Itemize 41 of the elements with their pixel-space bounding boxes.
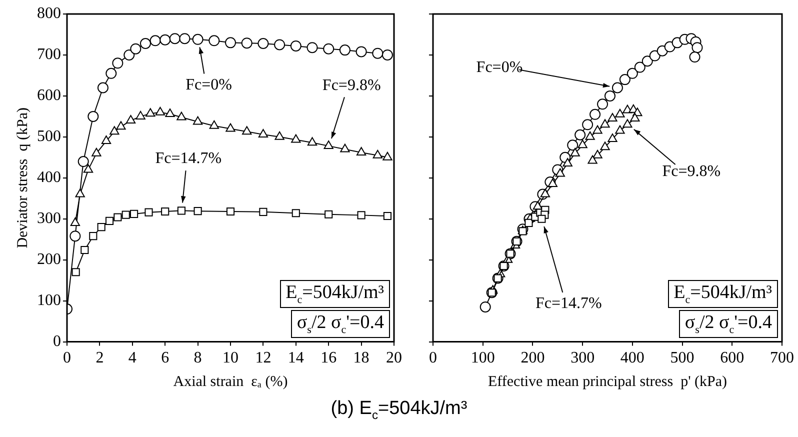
x-tick-label: 12 — [255, 350, 272, 367]
y-tick-label: 300 — [37, 210, 61, 228]
x-axis-title: Axial strain εₐ (%) — [173, 374, 288, 390]
annotation: Fc=0% — [476, 58, 523, 76]
annotation: Fc=9.8% — [662, 162, 721, 180]
annotation: σ$_{s}$/2 σ$_{c}$'=0.4 — [678, 310, 778, 338]
x-tick-label: 0 — [429, 350, 437, 367]
annotation: Fc=14.7% — [155, 150, 222, 167]
y-tick-label: 600 — [37, 87, 61, 104]
x-tick-label: 4 — [128, 350, 136, 367]
y-tick-label: 200 — [37, 251, 61, 268]
text: (b) E$_{c}$=504kJ/m³ — [330, 398, 468, 422]
x-tick-label: 8 — [194, 350, 202, 367]
x-tick-label: 20 — [386, 350, 402, 367]
y-tick-label: 700 — [37, 46, 61, 64]
annotation: E$_{c}$=504kJ/m³ — [668, 280, 778, 308]
y-tick-label: 100 — [37, 292, 61, 310]
x-tick-label: 700 — [770, 350, 794, 367]
y-tick-label: 800 — [37, 5, 61, 22]
x-tick-label: 14 — [288, 350, 304, 367]
x-tick-label: 16 — [320, 350, 337, 367]
x-tick-label: 400 — [620, 350, 644, 367]
y-tick-label: 0 — [53, 333, 61, 350]
x-tick-label: 6 — [161, 350, 170, 367]
y-tick-label: 400 — [37, 169, 61, 186]
annotation: σ$_{s}$/2 σ$_{c}$'=0.4 — [290, 310, 390, 338]
x-tick-label: 100 — [470, 350, 495, 367]
x-tick-label: 10 — [222, 350, 238, 367]
x-tick-label: 300 — [570, 350, 595, 367]
annotation: Fc=14.7% — [536, 295, 602, 312]
y-tick-label: 500 — [37, 128, 61, 146]
x-axis-title: Effective mean principal stress p' (kPa) — [488, 374, 728, 390]
annotation: Fc=0% — [186, 76, 232, 94]
x-tick-label: 600 — [720, 350, 744, 367]
x-tick-label: 500 — [670, 350, 694, 367]
annotation: E$_{c}$=504kJ/m³ — [280, 280, 390, 308]
x-tick-label: 2 — [96, 350, 104, 367]
x-tick-label: 18 — [353, 350, 370, 367]
x-tick-label: 200 — [520, 350, 545, 367]
annotation: Fc=9.8% — [322, 77, 381, 94]
y-axis-title: Deviator stress q (kPa) — [14, 107, 31, 248]
